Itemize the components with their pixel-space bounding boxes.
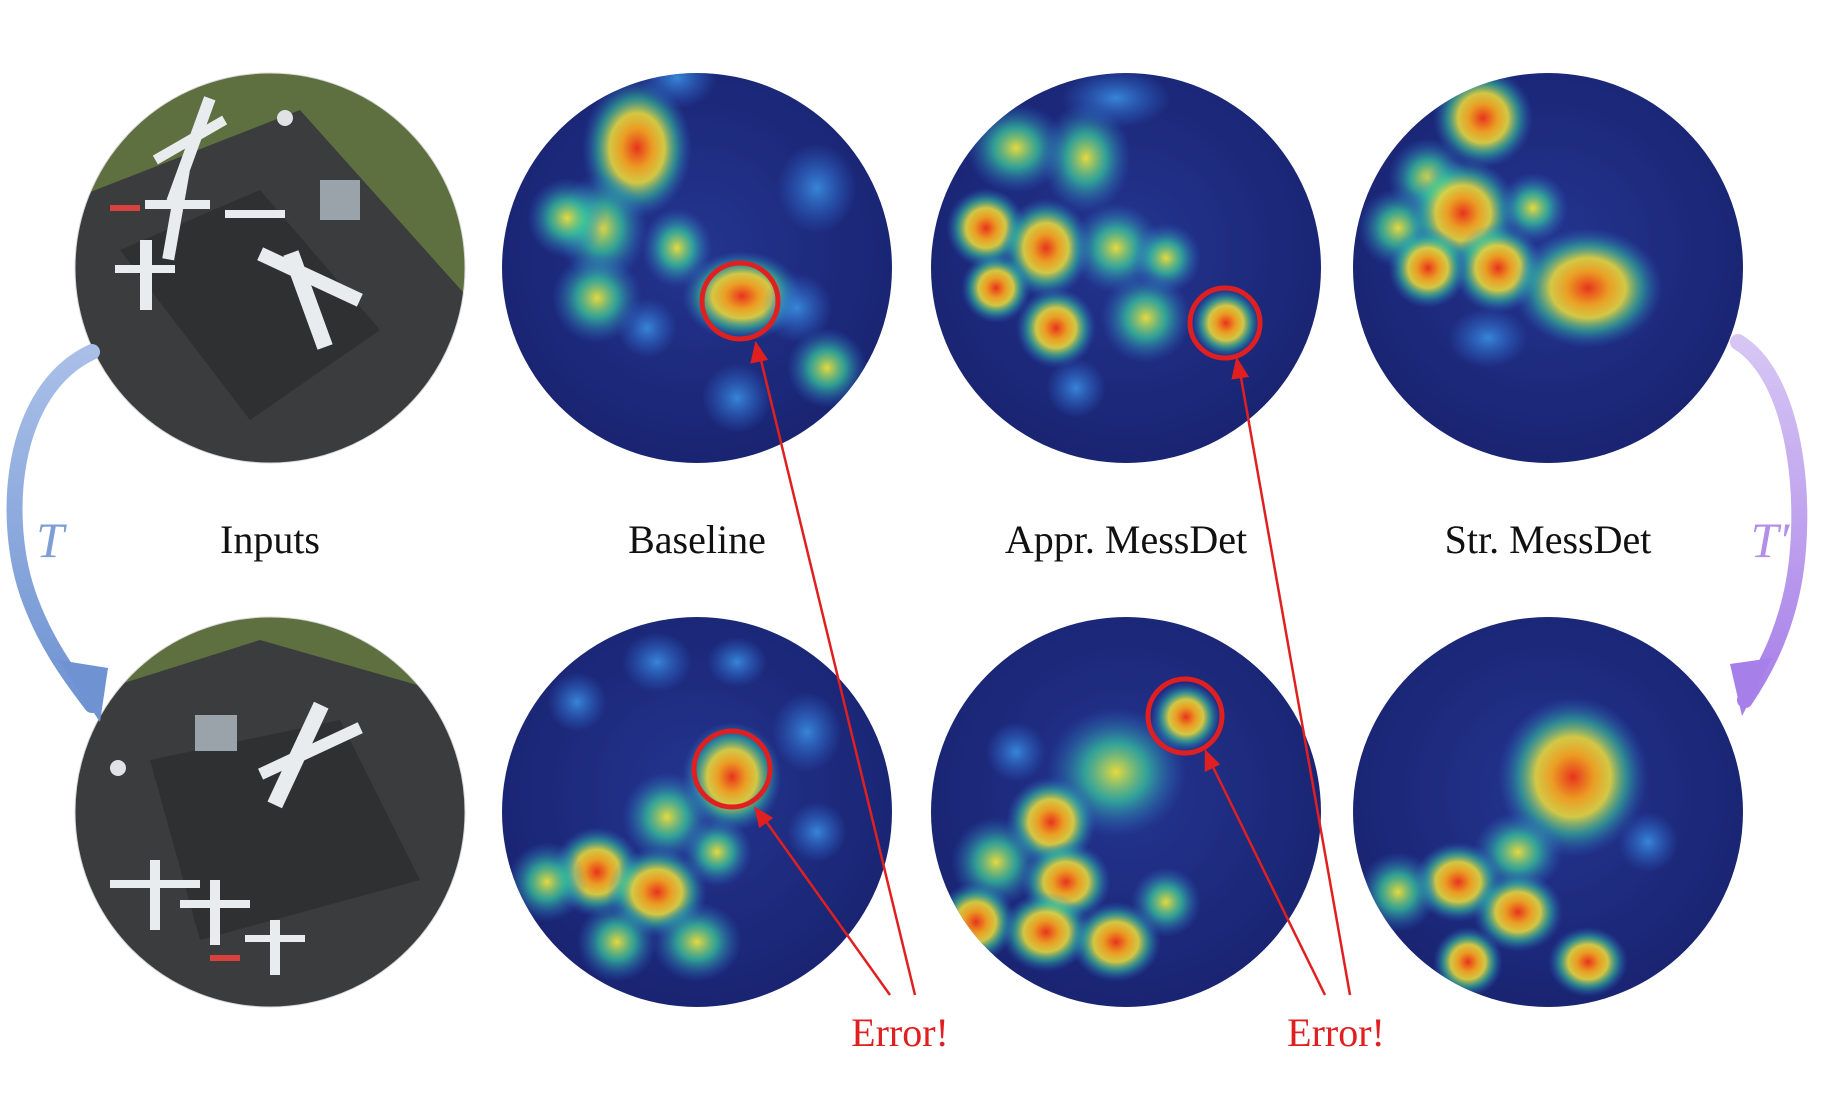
pointer-appr-top [1238, 371, 1352, 996]
heatmap-str-top [1353, 73, 1743, 463]
heatmap-baseline-bottom [502, 617, 892, 1007]
transform-label-left: T [36, 512, 64, 568]
error-circle-baseline-bottom [691, 728, 773, 810]
pointer-baseline-top [758, 355, 917, 996]
heatmap-baseline-top [502, 73, 892, 463]
pointer-baseline-bottom [763, 819, 892, 996]
column-label-inputs: Inputs [220, 517, 320, 562]
pointer-arrowhead [1204, 748, 1221, 773]
pointer-appr-bottom [1210, 764, 1327, 996]
pointer-arrowhead [750, 340, 769, 364]
column-label-baseline: Baseline [628, 517, 766, 562]
transform-arrowhead-left [58, 660, 108, 722]
error-pointers [750, 340, 1352, 996]
heatmap-str-bottom [1353, 617, 1743, 1007]
error-circle-appr-bottom [1145, 676, 1225, 756]
pointer-arrowhead [1231, 356, 1250, 380]
input-image-top [74, 72, 466, 464]
transform-arrowhead-right [1730, 658, 1772, 716]
error-circle-baseline-top [699, 260, 781, 342]
error-label-appr: Error! [1287, 1010, 1385, 1055]
input-image-bottom [74, 616, 466, 1008]
transform-label-right: T′ [1750, 512, 1790, 568]
heatmap-appr-bottom [931, 617, 1321, 1007]
pointer-arrowhead [754, 806, 774, 829]
column-label-str-messdet: Str. MessDet [1444, 517, 1652, 562]
error-label-baseline: Error! [851, 1010, 949, 1055]
column-label-appr-messdet: Appr. MessDet [1004, 517, 1248, 562]
error-circle-appr-top [1187, 285, 1263, 361]
heatmap-appr-top [931, 73, 1321, 463]
